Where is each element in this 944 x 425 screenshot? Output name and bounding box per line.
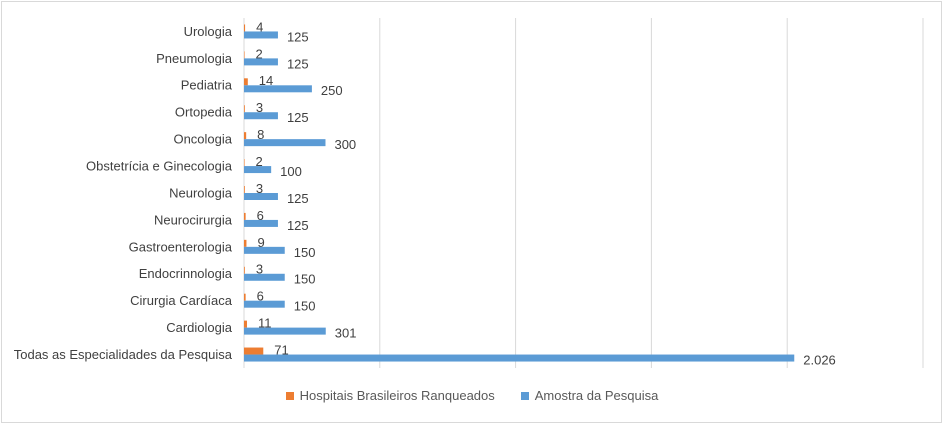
bar-sample	[244, 327, 326, 335]
legend-item-sample: Amostra da Pesquisa	[520, 388, 659, 403]
data-label-sample: 301	[335, 326, 357, 341]
legend-label-sample: Amostra da Pesquisa	[534, 388, 659, 403]
data-label-sample: 125	[287, 56, 309, 71]
data-label-sample: 125	[287, 191, 309, 206]
data-label-ranked: 9	[257, 235, 264, 250]
category-label: Endocrinnologia	[139, 266, 233, 281]
bar-sample	[244, 193, 278, 200]
bar-sample	[244, 246, 285, 254]
legend-label-ranked: Hospitais Brasileiros Ranqueados	[299, 388, 495, 403]
bar-ranked	[244, 266, 245, 274]
data-label-sample: 125	[287, 110, 309, 125]
data-label-ranked: 2	[256, 46, 263, 61]
category-label: Pediatria	[181, 78, 233, 93]
bar-ranked	[244, 212, 246, 220]
category-label: Gastroenterologia	[129, 239, 233, 254]
bar-sample	[244, 166, 272, 174]
legend-swatch-ranked	[285, 391, 294, 400]
data-label-ranked: 14	[259, 73, 273, 88]
data-label-sample: 150	[294, 245, 316, 260]
data-label-sample: 150	[294, 272, 316, 287]
legend-item-ranked: Hospitais Brasileiros Ranqueados	[285, 388, 495, 403]
bar-ranked	[244, 159, 245, 167]
data-label-ranked: 2	[256, 154, 263, 169]
data-label-ranked: 11	[258, 316, 272, 331]
data-label-ranked: 3	[256, 181, 263, 196]
data-label-ranked: 4	[256, 19, 263, 34]
bar-ranked	[244, 78, 248, 86]
bar-ranked	[244, 239, 247, 247]
category-label: Ortopedia	[175, 105, 233, 120]
bar-sample	[244, 139, 326, 147]
data-label-sample: 300	[334, 137, 356, 152]
data-label-ranked: 8	[257, 127, 264, 142]
bar-chart: Urologia 4 125 Pneumologia 2 125 Pediatria 14 25…	[14, 18, 924, 368]
data-label-sample: 125	[287, 29, 309, 44]
data-label-ranked: 71	[274, 342, 288, 357]
bar-sample	[244, 58, 278, 66]
bar-sample	[244, 85, 312, 93]
bar-ranked	[244, 293, 246, 301]
bar-ranked	[244, 186, 245, 193]
data-label-ranked: 6	[257, 289, 264, 304]
bar-ranked	[244, 51, 245, 59]
data-label-sample: 100	[280, 164, 302, 179]
category-label: Oncologia	[173, 132, 232, 147]
category-label: Obstetrícia e Ginecologia	[86, 159, 233, 174]
category-label: Cirurgia Cardíaca	[130, 293, 233, 308]
category-label: Cardiologia	[166, 320, 233, 335]
bar-sample	[244, 112, 278, 120]
bar-sample	[244, 273, 285, 281]
category-label: Todas as Especialidades da Pesquisa	[14, 347, 233, 362]
data-label-ranked: 3	[256, 262, 263, 277]
data-label-sample: 150	[294, 299, 316, 314]
data-label-ranked: 3	[256, 100, 263, 115]
legend-swatch-sample	[520, 391, 529, 400]
bar-ranked	[244, 132, 247, 140]
data-label-ranked: 6	[257, 208, 264, 223]
bar-ranked	[244, 347, 264, 355]
bar-ranked	[244, 320, 247, 328]
category-label: Pneumologia	[156, 51, 233, 66]
bar-sample	[244, 300, 285, 308]
data-label-sample: 250	[321, 83, 343, 98]
data-label-sample: 125	[287, 218, 309, 233]
bar-ranked	[244, 105, 245, 113]
bar-sample	[244, 219, 278, 227]
category-label: Neurologia	[169, 185, 233, 200]
bar-sample	[244, 354, 795, 362]
bar-ranked	[244, 24, 246, 32]
chart-legend: Hospitais Brasileiros Ranqueados Amostra…	[0, 388, 944, 403]
category-label: Neurocirurgia	[154, 212, 233, 227]
bar-sample	[244, 31, 278, 39]
category-label: Urologia	[184, 24, 233, 39]
data-label-sample: 2.026	[803, 352, 836, 367]
